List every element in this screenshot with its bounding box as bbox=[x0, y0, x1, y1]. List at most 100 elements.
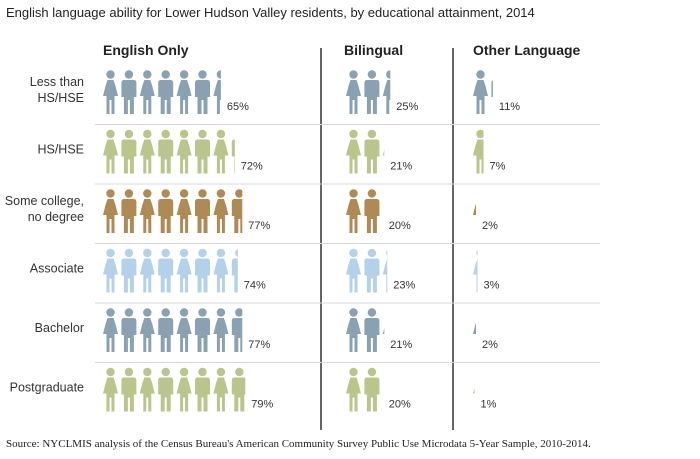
column-header: Bilingual bbox=[344, 42, 403, 58]
person-figure bbox=[176, 70, 192, 114]
figure-bar bbox=[346, 248, 388, 293]
person-figure bbox=[473, 203, 476, 215]
person-figure bbox=[195, 70, 210, 114]
figure-bar bbox=[346, 189, 380, 233]
person-figure bbox=[231, 189, 243, 233]
figure-bar bbox=[473, 250, 478, 293]
figure-bar bbox=[346, 70, 391, 114]
person-figure bbox=[473, 250, 478, 293]
row-label: Less than bbox=[30, 75, 84, 89]
person-figure bbox=[103, 248, 118, 293]
row-label: HS/HSE bbox=[37, 143, 84, 157]
value-label: 1% bbox=[481, 399, 497, 411]
value-label: 23% bbox=[393, 280, 415, 292]
person-figure bbox=[195, 248, 210, 293]
person-figure bbox=[176, 189, 192, 233]
person-figure bbox=[346, 189, 361, 233]
person-figure bbox=[382, 70, 391, 114]
figure-bar bbox=[346, 129, 385, 174]
person-figure bbox=[473, 129, 484, 174]
person-figure bbox=[158, 129, 174, 174]
column-header: English Only bbox=[103, 42, 189, 58]
row-label: Bachelor bbox=[35, 321, 84, 335]
person-figure bbox=[346, 367, 361, 412]
person-figure bbox=[231, 367, 246, 412]
person-figure bbox=[121, 248, 137, 293]
value-label: 11% bbox=[499, 101, 520, 113]
person-figure bbox=[231, 308, 243, 352]
figure-bar bbox=[103, 70, 221, 114]
value-label: 74% bbox=[244, 280, 266, 292]
person-figure bbox=[139, 248, 155, 293]
person-figure bbox=[213, 367, 229, 412]
person-figure bbox=[176, 308, 192, 352]
person-figure bbox=[158, 70, 174, 114]
person-figure bbox=[176, 248, 192, 293]
person-figure bbox=[473, 70, 488, 114]
person-figure bbox=[176, 367, 192, 412]
person-figure bbox=[121, 308, 137, 352]
person-figure bbox=[103, 308, 118, 352]
column-header: Other Language bbox=[473, 42, 581, 58]
figure-bar bbox=[473, 129, 484, 174]
person-figure bbox=[213, 308, 229, 352]
figure-bar bbox=[346, 308, 385, 352]
value-label: 77% bbox=[248, 339, 270, 351]
person-figure bbox=[103, 129, 118, 174]
person-figure bbox=[346, 129, 361, 174]
person-figure bbox=[346, 308, 361, 352]
value-label: 21% bbox=[390, 161, 412, 173]
person-figure bbox=[231, 139, 235, 174]
person-figure bbox=[213, 70, 221, 114]
person-figure bbox=[364, 367, 380, 412]
person-figure bbox=[195, 129, 210, 174]
value-label: 7% bbox=[490, 161, 506, 173]
person-figure bbox=[213, 189, 229, 233]
value-label: 3% bbox=[484, 280, 500, 292]
person-figure bbox=[213, 129, 229, 174]
person-figure bbox=[382, 250, 388, 293]
person-figure bbox=[139, 367, 155, 412]
value-label: 20% bbox=[389, 399, 411, 411]
person-figure bbox=[139, 70, 155, 114]
value-label: 77% bbox=[248, 220, 270, 232]
value-label: 65% bbox=[227, 101, 249, 113]
value-label: 21% bbox=[390, 339, 412, 351]
person-figure bbox=[364, 70, 380, 114]
person-figure bbox=[139, 308, 155, 352]
person-figure bbox=[364, 308, 380, 352]
person-figure bbox=[195, 189, 210, 233]
figure-bar bbox=[346, 367, 380, 412]
person-figure bbox=[176, 129, 192, 174]
person-figure bbox=[346, 248, 361, 293]
person-figure bbox=[491, 80, 493, 97]
person-figure bbox=[158, 308, 174, 352]
row-label: Some college, bbox=[5, 194, 84, 208]
chart-title: English language ability for Lower Hudso… bbox=[6, 5, 535, 20]
person-figure bbox=[121, 189, 137, 233]
row-label: no degree bbox=[28, 210, 84, 224]
person-figure bbox=[158, 248, 174, 293]
source-note: Source: NYCLMIS analysis of the Census B… bbox=[6, 438, 591, 450]
person-figure bbox=[121, 129, 137, 174]
person-figure bbox=[195, 308, 210, 352]
figure-bar bbox=[103, 367, 246, 412]
row-label: Postgraduate bbox=[10, 381, 84, 395]
person-figure bbox=[103, 70, 118, 114]
figure-bar bbox=[473, 322, 476, 334]
person-figure bbox=[231, 249, 238, 293]
person-figure bbox=[473, 387, 475, 394]
figure-bar bbox=[473, 70, 493, 114]
value-label: 79% bbox=[251, 399, 273, 411]
value-label: 2% bbox=[482, 339, 498, 351]
person-figure bbox=[121, 70, 137, 114]
figure-bar bbox=[103, 248, 238, 293]
value-label: 2% bbox=[482, 220, 498, 232]
value-label: 72% bbox=[241, 161, 263, 173]
figure-bar bbox=[103, 129, 235, 174]
person-figure bbox=[473, 322, 476, 334]
figure-bar bbox=[103, 308, 243, 352]
person-figure bbox=[139, 129, 155, 174]
person-figure bbox=[158, 367, 174, 412]
